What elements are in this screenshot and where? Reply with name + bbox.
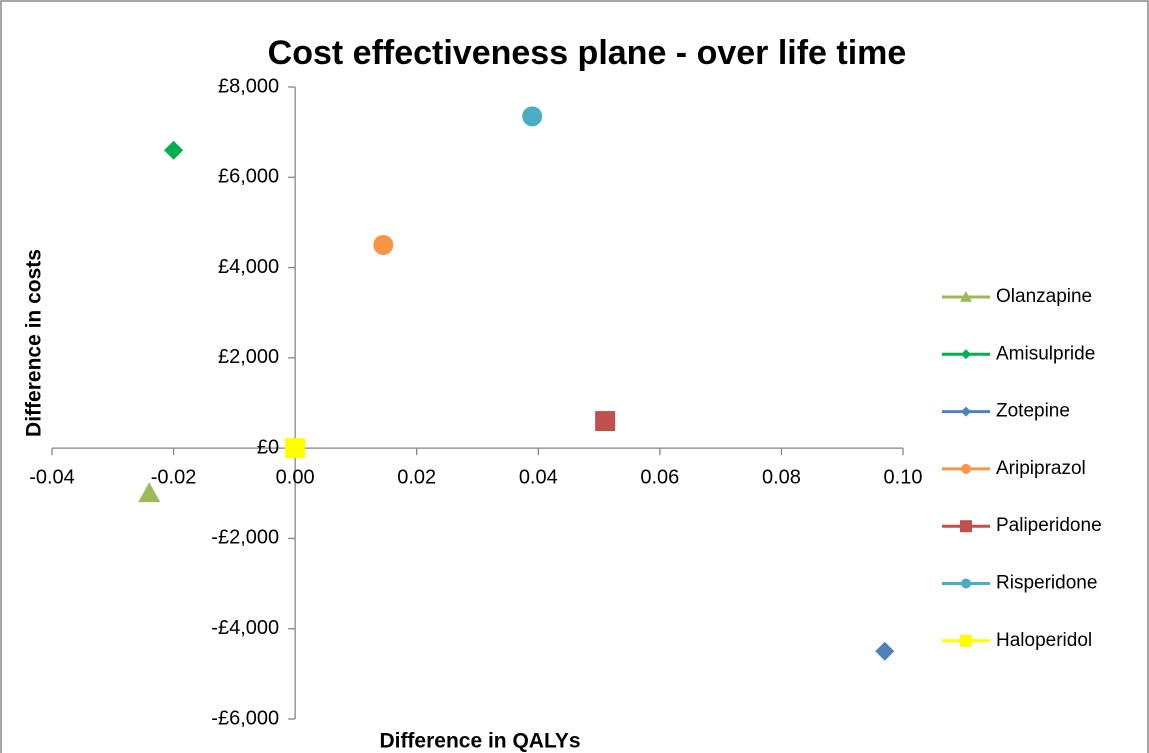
y-axis-label: Difference in costs: [23, 249, 46, 437]
point: [138, 482, 161, 503]
point: [373, 235, 394, 255]
legend-label: Paliperidone: [996, 515, 1102, 536]
y-tick-label: £4,000: [218, 256, 279, 278]
y-tick-label: £0: [257, 436, 279, 458]
x-tick-label: 0.02: [397, 466, 436, 488]
x-tick-label: 0.04: [519, 466, 558, 488]
x-tick-label: 0.06: [640, 466, 679, 488]
point: [285, 438, 306, 459]
y-tick-label: £2,000: [218, 346, 279, 368]
point: [522, 106, 543, 127]
point: [961, 406, 971, 417]
legend-label: Risperidone: [996, 573, 1097, 594]
y-tick-label: -£2,000: [211, 527, 279, 549]
legend-label: Zotepine: [996, 401, 1070, 422]
point: [961, 578, 971, 589]
x-tick-label: 0.08: [762, 466, 801, 488]
legend-label: Aripiprazol: [996, 458, 1086, 479]
point: [164, 140, 184, 160]
legend-label: Olanzapine: [996, 286, 1092, 307]
point: [875, 641, 895, 661]
point: [595, 411, 616, 432]
point: [960, 520, 972, 533]
legend-label: Haloperidol: [996, 630, 1092, 651]
x-axis-label: Difference in QALYs: [379, 730, 580, 753]
x-tick-label: -0.02: [151, 466, 197, 488]
chart-title: Cost effectiveness plane - over life tim…: [268, 34, 907, 72]
legend-label: Amisulpride: [996, 343, 1095, 364]
x-tick-label: -0.04: [29, 466, 75, 488]
y-tick-label: £6,000: [218, 166, 279, 188]
y-tick-label: -£6,000: [211, 707, 279, 729]
point: [960, 634, 972, 647]
y-tick-label: -£4,000: [211, 617, 279, 639]
x-tick-label: 0.10: [884, 466, 923, 488]
x-tick-label: 0.00: [276, 466, 315, 488]
point: [960, 291, 972, 302]
y-tick-label: £8,000: [218, 75, 279, 97]
point: [961, 349, 971, 360]
point: [961, 463, 971, 474]
